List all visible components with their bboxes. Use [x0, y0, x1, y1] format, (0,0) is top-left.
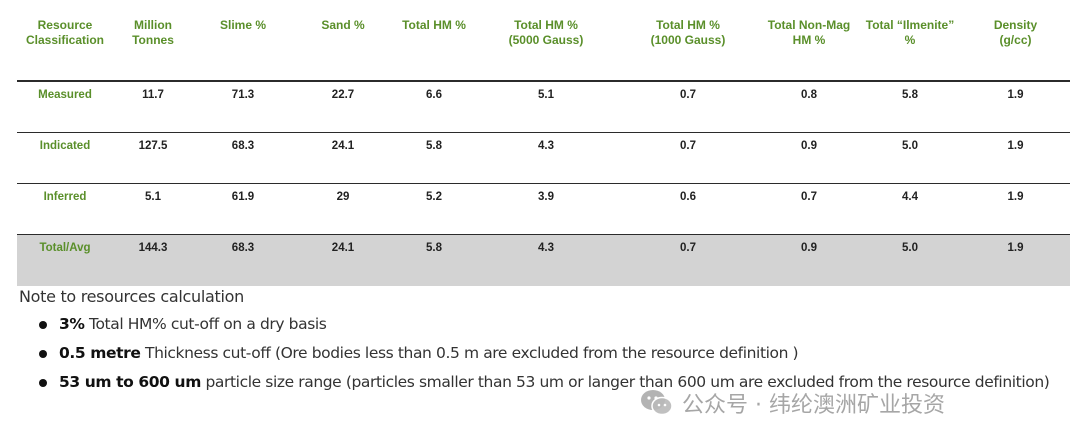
- bullet-icon: [39, 379, 47, 387]
- header-total-hm-5000: Total HM % (5000 Gauss): [475, 0, 617, 82]
- list-item: 0.5 metre Thickness cut-off (Ore bodies …: [39, 339, 1069, 368]
- cell-sand: 22.7: [293, 81, 393, 133]
- header-million-tonnes: Million Tonnes: [113, 0, 193, 82]
- cell-density: 1.9: [961, 183, 1070, 235]
- cell-million-tonnes: 5.1: [113, 183, 193, 235]
- cell-total-hm: 5.8: [393, 234, 475, 286]
- header-total-hm-1000: Total HM % (1000 Gauss): [617, 0, 759, 82]
- cell-total-hm: 6.6: [393, 81, 475, 133]
- cell-sand: 24.1: [293, 132, 393, 184]
- notes-title: Note to resources calculation: [19, 287, 244, 306]
- header-resource-classification: Resource Classification: [17, 0, 113, 82]
- cell-sand: 29: [293, 183, 393, 235]
- cell-total-hm-1000: 0.7: [617, 81, 759, 133]
- note-emphasis: 0.5 metre: [59, 344, 141, 362]
- cell-total-hm-1000: 0.7: [617, 234, 759, 286]
- header-slime: Slime %: [193, 0, 293, 82]
- header-total-ilmenite: Total “Ilmenite”%: [859, 0, 961, 82]
- table-row-total: Total/Avg 144.3 68.3 24.1 5.8 4.3 0.7 0.…: [17, 234, 1070, 286]
- cell-ilmenite: 5.0: [859, 132, 961, 184]
- cell-total-hm-5000: 5.1: [475, 81, 617, 133]
- cell-slime: 68.3: [193, 234, 293, 286]
- cell-ilmenite: 4.4: [859, 183, 961, 235]
- resource-table-container: Resource Classification Million Tonnes Sli…: [17, 0, 1070, 286]
- bullet-icon: [39, 350, 47, 358]
- header-total-non-mag: Total Non-Mag HM %: [759, 0, 859, 82]
- watermark: 公众号 · 纬纶澳洲矿业投资: [640, 386, 945, 420]
- notes-list: 3% Total HM% cut-off on a dry basis 0.5 …: [19, 310, 1069, 397]
- list-item: 3% Total HM% cut-off on a dry basis: [39, 310, 1069, 339]
- notes-section: Note to resources calculation 3% Total H…: [19, 284, 1069, 397]
- cell-density: 1.9: [961, 234, 1070, 286]
- table-header-row: Resource Classification Million Tonnes Sli…: [17, 0, 1070, 82]
- cell-non-mag: 0.9: [759, 132, 859, 184]
- cell-classification: Total/Avg: [17, 234, 113, 286]
- cell-million-tonnes: 11.7: [113, 81, 193, 133]
- cell-million-tonnes: 144.3: [113, 234, 193, 286]
- cell-sand: 24.1: [293, 234, 393, 286]
- header-sand: Sand %: [293, 0, 393, 82]
- table-row: Inferred 5.1 61.9 29 5.2 3.9 0.6 0.7 4.4…: [17, 183, 1070, 235]
- note-text: Thickness cut-off (Ore bodies less than …: [140, 344, 799, 362]
- cell-classification: Indicated: [17, 132, 113, 184]
- bullet-icon: [39, 321, 47, 329]
- cell-non-mag: 0.9: [759, 234, 859, 286]
- cell-total-hm-5000: 4.3: [475, 132, 617, 184]
- note-emphasis: 3%: [59, 315, 85, 333]
- note-text: Total HM% cut-off on a dry basis: [84, 315, 327, 333]
- cell-slime: 61.9: [193, 183, 293, 235]
- note-text: particle size range (particles smaller t…: [200, 373, 1050, 391]
- cell-density: 1.9: [961, 132, 1070, 184]
- cell-million-tonnes: 127.5: [113, 132, 193, 184]
- header-total-hm: Total HM %: [393, 0, 475, 82]
- cell-non-mag: 0.8: [759, 81, 859, 133]
- cell-density: 1.9: [961, 81, 1070, 133]
- cell-ilmenite: 5.0: [859, 234, 961, 286]
- cell-classification: Measured: [17, 81, 113, 133]
- header-density: Density (g/cc): [961, 0, 1070, 82]
- list-item: 53 um to 600 um particle size range (par…: [39, 368, 1069, 397]
- cell-total-hm-1000: 0.7: [617, 132, 759, 184]
- cell-ilmenite: 5.8: [859, 81, 961, 133]
- cell-slime: 71.3: [193, 81, 293, 133]
- resource-table: Resource Classification Million Tonnes Sli…: [17, 0, 1070, 286]
- table-row: Indicated 127.5 68.3 24.1 5.8 4.3 0.7 0.…: [17, 132, 1070, 184]
- note-emphasis: 53 um to 600 um: [59, 373, 201, 391]
- cell-slime: 68.3: [193, 132, 293, 184]
- cell-total-hm-5000: 4.3: [475, 234, 617, 286]
- cell-total-hm-1000: 0.6: [617, 183, 759, 235]
- table-row: Measured 11.7 71.3 22.7 6.6 5.1 0.7 0.8 …: [17, 81, 1070, 133]
- cell-total-hm: 5.2: [393, 183, 475, 235]
- cell-non-mag: 0.7: [759, 183, 859, 235]
- cell-total-hm: 5.8: [393, 132, 475, 184]
- cell-total-hm-5000: 3.9: [475, 183, 617, 235]
- cell-classification: Inferred: [17, 183, 113, 235]
- wechat-icon: [641, 390, 673, 416]
- watermark-text: 公众号 · 纬纶澳洲矿业投资: [682, 393, 945, 418]
